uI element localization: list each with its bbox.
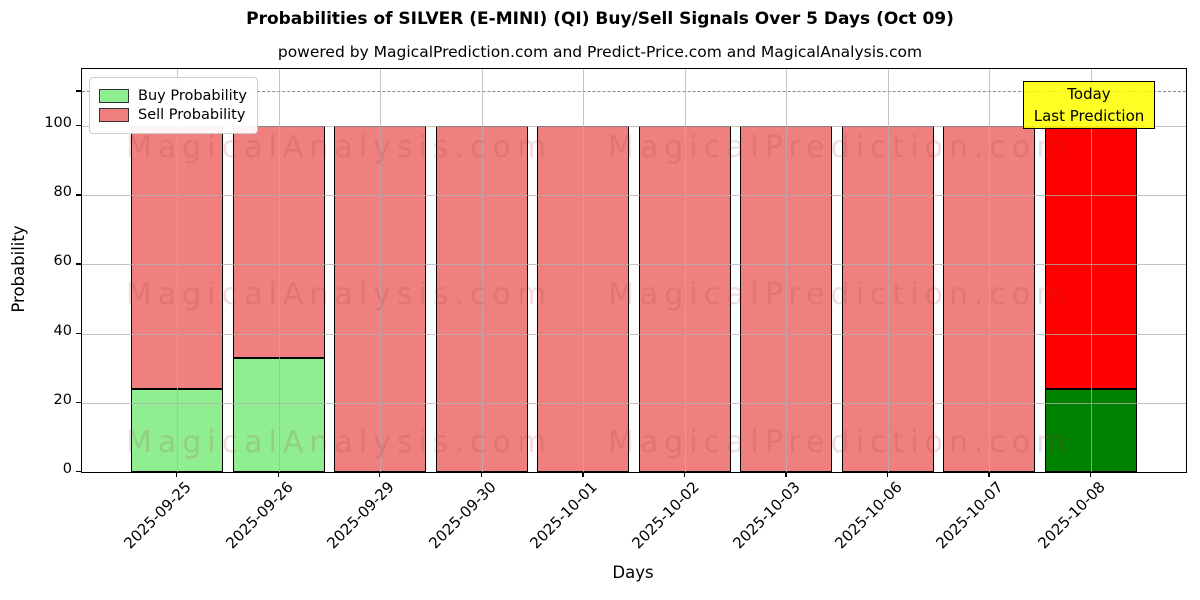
today-annotation-line1: Today [1067, 84, 1111, 103]
grid-line-horizontal [82, 402, 1186, 404]
grid-line-vertical [989, 69, 991, 472]
x-tick-mark [1089, 472, 1092, 477]
x-tick-mark [683, 472, 686, 477]
y-tick-label: 80 [53, 184, 72, 201]
dashed-threshold-line [82, 91, 1186, 93]
today-annotation-line2: Last Prediction [1033, 107, 1145, 125]
x-tick-mark [988, 472, 990, 477]
y-tick-mark [76, 401, 81, 404]
legend-label-buy: Buy Probability [138, 88, 247, 104]
x-axis-label: Days [612, 563, 654, 582]
y-tick-mark [76, 125, 81, 127]
grid-line-vertical [481, 69, 483, 472]
y-tick-mark [76, 263, 81, 265]
y-tick-label: 20 [53, 391, 72, 408]
grid-line-horizontal [82, 264, 1186, 266]
grid-line-vertical [887, 69, 889, 472]
x-tick-mark [886, 472, 889, 477]
chart-title: Probabilities of SILVER (E-MINI) (QI) Bu… [246, 9, 954, 29]
grid-line-vertical [684, 69, 686, 472]
grid-line-horizontal [82, 333, 1186, 335]
x-tick-mark [480, 472, 483, 477]
grid-line-horizontal [82, 126, 1186, 128]
today-annotation: Today Last Prediction [1023, 81, 1155, 129]
y-tick-label: 60 [53, 253, 72, 270]
y-tick-mark [76, 194, 81, 196]
x-tick-mark [379, 472, 381, 477]
grid-line-vertical [380, 69, 382, 472]
x-tick-mark [176, 472, 178, 477]
x-tick-mark [277, 472, 279, 477]
y-tick-label: 100 [44, 115, 72, 132]
sell-probability-swatch [99, 108, 129, 122]
y-tick-mark [76, 332, 81, 335]
grid-line-vertical [177, 69, 178, 472]
plot-area: Buy Probability Sell Probability Today L… [81, 68, 1187, 473]
x-tick-mark [785, 472, 787, 477]
buy-probability-swatch [99, 89, 129, 103]
y-tick-label: 0 [62, 461, 72, 477]
grid-line-vertical [278, 69, 280, 472]
legend-item-buy: Buy Probability [99, 88, 247, 104]
legend-item-sell: Sell Probability [99, 107, 247, 123]
grid-line-vertical [1090, 69, 1092, 472]
y-tick-label: 40 [53, 322, 72, 339]
y-tick-mark [76, 471, 81, 473]
grid-line-vertical [786, 69, 788, 472]
legend-label-sell: Sell Probability [138, 107, 246, 123]
x-tick-mark [582, 472, 584, 477]
y-tick-mark [76, 90, 81, 92]
chart-subtitle: powered by MagicalPrediction.com and Pre… [277, 43, 923, 61]
grid-line-vertical [583, 69, 585, 472]
grid-line-horizontal [82, 195, 1186, 197]
legend: Buy Probability Sell Probability [89, 77, 258, 134]
